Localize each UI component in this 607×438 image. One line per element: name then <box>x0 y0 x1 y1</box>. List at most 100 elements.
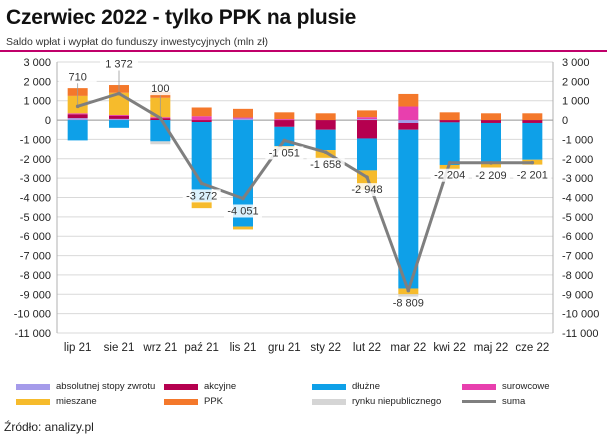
bar-segment <box>522 122 543 160</box>
data-label: -4 051 <box>227 205 258 217</box>
bar-segment <box>481 122 501 162</box>
y-tick-label-left: 2 000 <box>23 76 51 88</box>
y-tick-label-right: 0 <box>562 115 568 127</box>
y-tick-label-right: -2 000 <box>562 154 593 166</box>
axes: 3 000 3 000 2 000 2 000 1 000 1 000 0 0 -1 000 -1… <box>14 57 600 354</box>
sum-point <box>323 150 328 154</box>
bar-segment <box>109 92 129 116</box>
y-tick-label-left: -2 000 <box>20 154 51 166</box>
bar-segment <box>439 120 460 123</box>
y-tick-label-left: -4 000 <box>20 193 51 205</box>
bar-segment <box>233 117 253 119</box>
bar-segment <box>109 118 129 121</box>
data-label-bg <box>265 146 304 160</box>
bar-segment <box>357 138 377 171</box>
bar-segment <box>67 113 88 115</box>
y-tick-label-left: 3 000 <box>23 57 51 69</box>
x-tick-label: lis 21 <box>230 342 257 354</box>
sum-point <box>199 181 204 186</box>
sum-point <box>489 161 493 165</box>
bar-segment <box>398 120 419 123</box>
data-label: -2 209 <box>475 170 506 182</box>
data-label-bg <box>472 168 510 182</box>
x-tick-label: lip 21 <box>64 342 92 354</box>
bar-segment <box>398 129 419 289</box>
x-tick-label: kwi 22 <box>433 342 466 354</box>
y-tick-label-left: -10 000 <box>14 309 51 321</box>
sum-point <box>406 288 411 293</box>
bar-segment <box>398 93 419 107</box>
bar-segment <box>274 119 295 121</box>
data-label-bg <box>348 183 386 197</box>
data-label: -3 272 <box>186 190 217 202</box>
data-label-bg <box>141 82 180 96</box>
data-label-bg <box>58 70 97 84</box>
y-tick-label-left: -9 000 <box>20 289 51 301</box>
bar-segment <box>357 117 377 120</box>
data-label-bg <box>306 158 345 172</box>
bar-segment <box>398 106 419 121</box>
bar-segment <box>357 120 377 139</box>
data-label-bg <box>100 57 138 71</box>
sum-point <box>158 116 163 120</box>
bar-segment <box>109 116 129 119</box>
bar-segment <box>233 120 253 227</box>
y-tick-label-left: -3 000 <box>20 173 51 185</box>
bar-segment <box>109 115 129 117</box>
y-tick-label-right: -5 000 <box>562 212 593 224</box>
bar-segment <box>233 226 253 230</box>
bar-segment <box>67 118 88 121</box>
bar-segment <box>274 120 295 127</box>
bar-segment <box>274 112 295 120</box>
y-tick-label-right: -6 000 <box>562 231 593 243</box>
bar-segment <box>522 113 543 121</box>
bar-segment <box>67 114 88 119</box>
data-label: -2 948 <box>351 184 382 196</box>
data-labels: 710 1 372 100 -3 272 -4 051 -1 051 -1 658 -2 94… <box>58 57 552 310</box>
bar-segment <box>150 141 171 145</box>
bar-segment <box>522 120 543 123</box>
y-tick-label-left: -1 000 <box>20 134 51 146</box>
y-tick-label-right: -3 000 <box>562 173 593 185</box>
bar-segment <box>315 113 336 121</box>
data-label: -2 204 <box>434 170 465 182</box>
data-label-bg <box>224 204 262 218</box>
y-tick-label-left: -8 000 <box>20 270 51 282</box>
x-tick-label: maj 22 <box>474 342 509 354</box>
bar-segment <box>191 122 212 202</box>
sum-point <box>241 196 245 201</box>
bar-segment <box>481 113 501 121</box>
x-tick-label: paź 21 <box>184 342 219 354</box>
x-tick-label: gru 21 <box>268 342 301 354</box>
y-tick-label-right: -10 000 <box>562 309 599 321</box>
bar-segment <box>233 118 253 121</box>
sum-point <box>75 104 80 109</box>
y-tick-label-right: -1 000 <box>562 134 593 146</box>
bar-segment <box>439 112 460 121</box>
data-label-bg <box>182 189 221 203</box>
data-label: 1 372 <box>105 59 133 71</box>
bar-segment <box>357 119 377 121</box>
y-tick-label-right: 1 000 <box>562 96 590 108</box>
x-tick-label: sie 21 <box>104 342 135 354</box>
x-tick-label: lut 22 <box>353 342 381 354</box>
bar-segment <box>398 122 419 130</box>
bar-segment <box>109 120 129 128</box>
sum-point <box>530 160 535 165</box>
y-tick-label-right: 3 000 <box>562 57 590 69</box>
y-tick-label-right: -4 000 <box>562 193 593 205</box>
title-divider <box>0 50 607 52</box>
chart-title: Czerwiec 2022 - tylko PPK na plusie <box>6 6 357 29</box>
y-tick-label-right: -8 000 <box>562 270 593 282</box>
y-tick-label-right: 2 000 <box>562 76 590 88</box>
sum-point <box>117 91 121 96</box>
x-tick-label: cze 22 <box>515 342 549 354</box>
sum-point <box>365 175 369 179</box>
y-tick-label-left: -6 000 <box>20 231 51 243</box>
data-label: -1 658 <box>310 159 341 171</box>
gridlines <box>57 61 553 334</box>
bar-segment <box>233 108 253 118</box>
sum-line <box>75 91 535 293</box>
bar-segment <box>439 122 460 165</box>
